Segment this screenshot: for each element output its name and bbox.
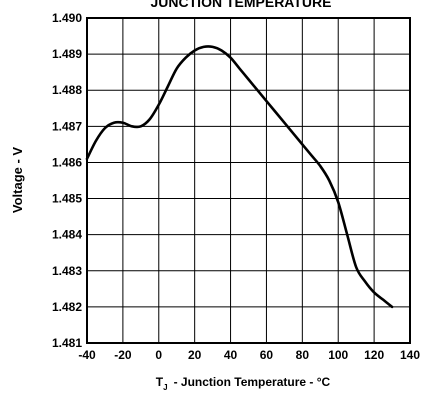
x-tick-label: 40 <box>224 348 238 362</box>
grid <box>87 18 410 343</box>
x-axis-label-subscript: J <box>163 383 167 392</box>
x-tick-label: -40 <box>78 348 96 362</box>
y-tick-label: 1.485 <box>52 192 82 206</box>
y-tick-label: 1.488 <box>52 83 82 97</box>
y-tick-label: 1.483 <box>52 264 82 278</box>
y-tick-labels: 1.481 1.482 1.483 1.484 1.485 1.486 1.487 1.488… <box>52 11 82 350</box>
y-tick-label: 1.482 <box>52 300 82 314</box>
y-tick-label: 1.489 <box>52 47 82 61</box>
chart-title: JUNCTION TEMPERATURE <box>151 0 332 10</box>
x-tick-label: 60 <box>260 348 274 362</box>
series-line-0 <box>85 45 394 309</box>
x-axis-label: TJ - Junction Temperature - °C <box>156 375 331 392</box>
x-tick-label: 120 <box>364 348 384 362</box>
x-tick-label: 80 <box>296 348 310 362</box>
x-tick-label: 100 <box>328 348 348 362</box>
plot-frame <box>86 17 411 344</box>
y-axis-label: Voltage - V <box>10 147 25 214</box>
x-axis-label-symbol: T <box>156 375 164 389</box>
y-tick-label: 1.481 <box>52 336 82 350</box>
x-tick-labels: -40 -20 0 20 40 60 80 100 120 140 <box>78 348 420 362</box>
y-tick-label: 1.486 <box>52 155 82 169</box>
x-axis-label-text: - Junction Temperature - °C <box>174 375 331 389</box>
x-tick-label: -20 <box>114 348 132 362</box>
x-tick-label: 20 <box>188 348 202 362</box>
series-layer <box>85 45 394 309</box>
y-tick-label: 1.484 <box>52 228 82 242</box>
x-tick-label: 0 <box>155 348 162 362</box>
x-tick-label: 140 <box>400 348 420 362</box>
y-tick-label: 1.490 <box>52 11 82 25</box>
y-tick-label: 1.487 <box>52 119 82 133</box>
